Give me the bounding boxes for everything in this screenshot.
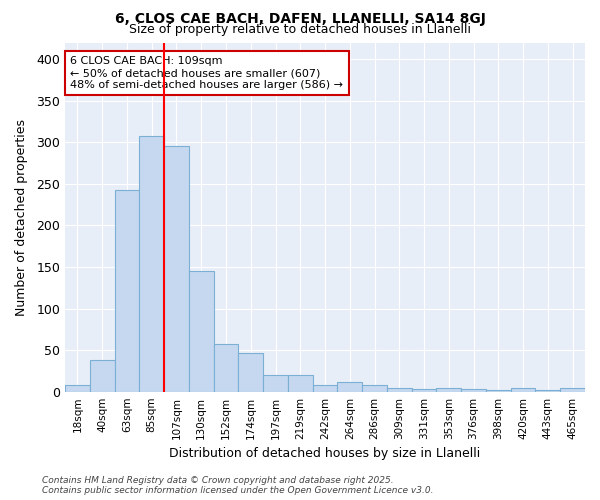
Bar (337, 382, 362, 392)
Bar (412, 389, 436, 392)
Text: Contains HM Land Registry data © Crown copyright and database right 2025.
Contai: Contains HM Land Registry data © Crown c… (42, 476, 433, 495)
Bar (164, 146, 189, 392)
Bar (436, 388, 461, 392)
Bar (560, 388, 585, 392)
Bar (65, 385, 90, 392)
X-axis label: Distribution of detached houses by size in Llanelli: Distribution of detached houses by size … (169, 447, 481, 460)
Bar (362, 385, 387, 392)
Bar (139, 136, 164, 392)
Bar (90, 360, 115, 392)
Bar (263, 375, 288, 392)
Bar (238, 352, 263, 392)
Bar (115, 190, 139, 392)
Text: Size of property relative to detached houses in Llanelli: Size of property relative to detached ho… (129, 24, 471, 36)
Bar (535, 390, 560, 392)
Text: 6 CLOS CAE BACH: 109sqm
← 50% of detached houses are smaller (607)
48% of semi-d: 6 CLOS CAE BACH: 109sqm ← 50% of detache… (70, 56, 343, 90)
Bar (189, 271, 214, 392)
Bar (214, 344, 238, 392)
Y-axis label: Number of detached properties: Number of detached properties (15, 118, 28, 316)
Bar (511, 388, 535, 392)
Bar (461, 389, 486, 392)
Text: 6, CLOS CAE BACH, DAFEN, LLANELLI, SA14 8GJ: 6, CLOS CAE BACH, DAFEN, LLANELLI, SA14 … (115, 12, 485, 26)
Bar (288, 375, 313, 392)
Bar (387, 388, 412, 392)
Bar (313, 385, 337, 392)
Bar (486, 390, 511, 392)
